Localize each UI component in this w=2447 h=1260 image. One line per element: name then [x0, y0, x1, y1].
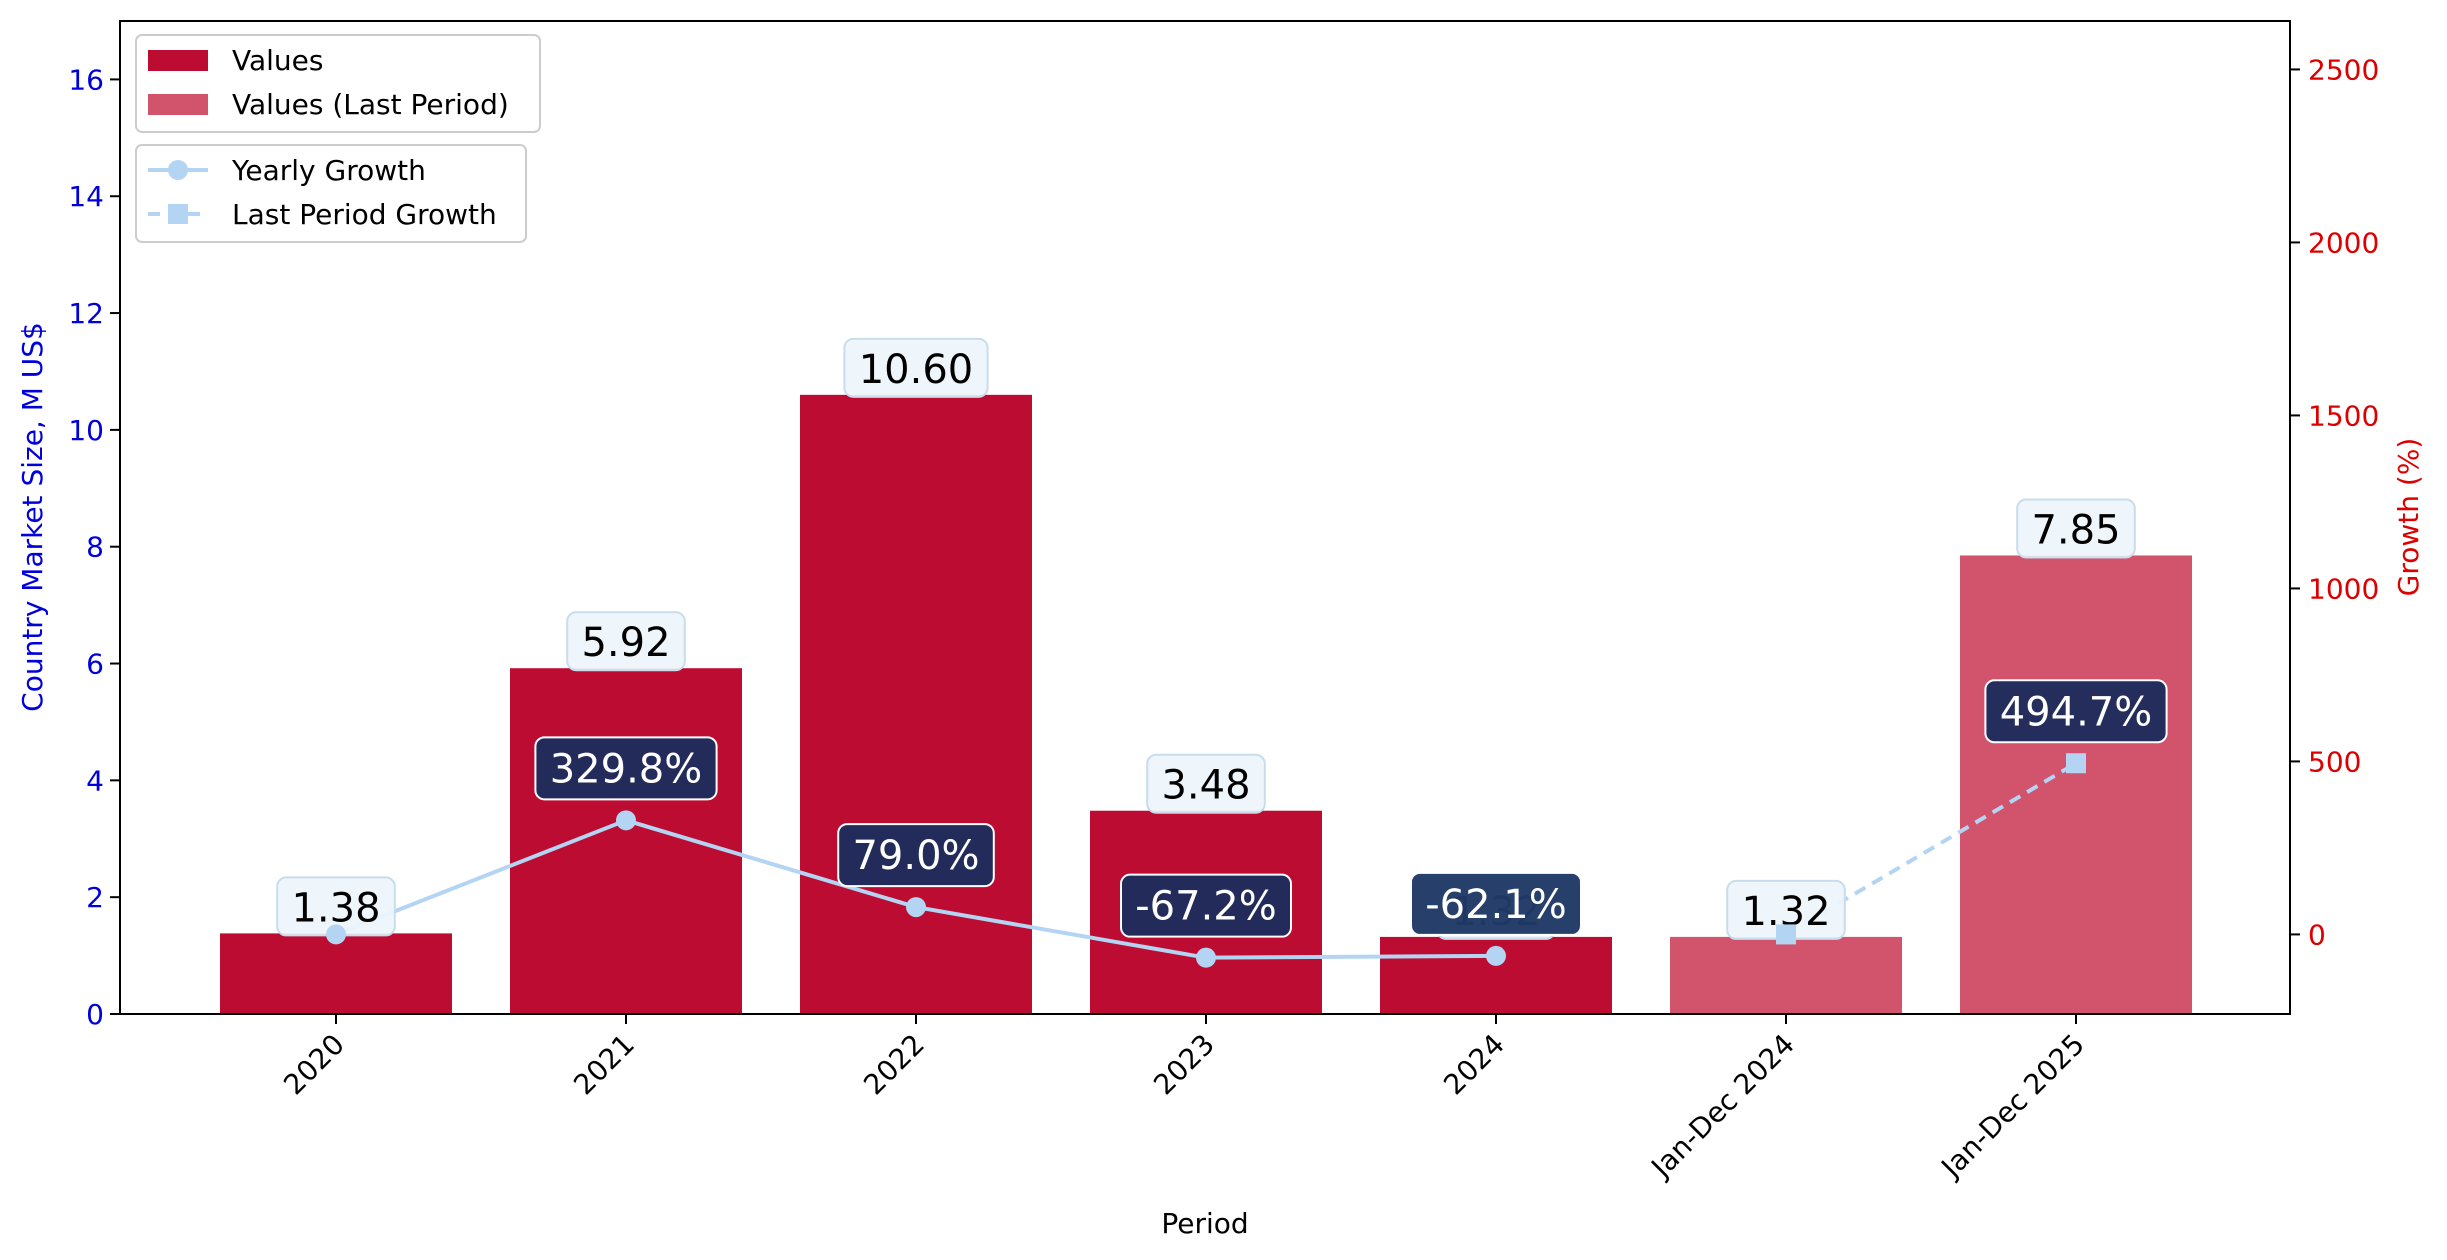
- growth-label-box: [837, 823, 995, 888]
- left-tick-label: 10: [68, 414, 104, 447]
- left-tick-label: 8: [86, 531, 104, 564]
- growth-label-jan-dec-2025: 494.7%: [2000, 689, 2153, 735]
- growth-marker-2021: [616, 810, 636, 831]
- legend-label-values-last-period: Values (Last Period): [232, 88, 509, 121]
- left-tick-label: 16: [68, 63, 104, 96]
- left-tick-label: 2: [86, 881, 104, 914]
- legend-label-yearly-growth: Yearly Growth: [231, 154, 426, 187]
- right-tick-label: 1500: [2308, 399, 2379, 432]
- x-axis-title: Period: [1161, 1207, 1248, 1240]
- last-period-growth-line: [1784, 761, 2078, 937]
- growth-label-2021: 329.8%: [550, 746, 703, 792]
- value-label-2021: 5.92: [581, 620, 670, 666]
- bar-2020: [220, 933, 452, 1014]
- growth-label-2024: -62.1%: [1425, 882, 1567, 928]
- right-y-axis: 0 500 1000 1500 2000 2500: [2290, 53, 2379, 951]
- right-tick-label: 1000: [2308, 572, 2379, 605]
- left-tick-label: 4: [86, 764, 104, 797]
- bar-2021: [510, 668, 742, 1014]
- left-tick-label: 14: [68, 180, 104, 213]
- legend-swatch-values-last-period: [148, 94, 208, 115]
- bar-jan-dec-2024: [1670, 936, 1902, 1014]
- left-y-axis: 0 2 4 6 8 10 12 14 16: [68, 63, 120, 1031]
- left-y-axis-title: Country Market Size, M US$: [16, 322, 49, 712]
- right-tick-label: 0: [2308, 918, 2326, 951]
- legend-marker-last-period-growth: [168, 204, 188, 224]
- value-label-jan-dec-2025: 7.85: [2031, 507, 2120, 553]
- value-label-2023: 3.48: [1161, 763, 1250, 809]
- value-label-2020: 1.38: [291, 885, 380, 931]
- growth-marker-2022: [906, 897, 926, 918]
- legend-lines: Yearly Growth Last Period Growth: [135, 144, 527, 243]
- legend-bars: Values Values (Last Period): [135, 34, 541, 133]
- growth-label-2023: -67.2%: [1135, 884, 1277, 930]
- data-labels-layer: 1.385.9210.603.481.321.327.85329.8%79.0%…: [276, 337, 2168, 968]
- value-label-box: [2016, 498, 2136, 559]
- growth-label-box: [1120, 873, 1292, 938]
- growth-marker-jan-dec-2025: [2066, 753, 2086, 774]
- growth-marker-jan-dec-2024: [1776, 924, 1796, 945]
- legend-box: [135, 144, 527, 243]
- value-label-2022: 10.60: [859, 347, 974, 393]
- right-tick-label: 500: [2308, 745, 2361, 778]
- left-tick-label: 12: [68, 297, 104, 330]
- growth-marker-2020: [326, 924, 346, 945]
- value-label-box: [566, 611, 686, 672]
- growth-marker-2023: [1196, 947, 1216, 968]
- growth-label-box: [534, 736, 718, 801]
- right-y-axis-title: Growth (%): [2392, 438, 2425, 597]
- growth-label-box: [1410, 871, 1582, 936]
- left-tick-label: 0: [86, 998, 104, 1031]
- right-tick-label: 2500: [2308, 53, 2379, 86]
- growth-label-box: [1984, 679, 2168, 744]
- legend-box: [135, 34, 541, 133]
- legend-label-values: Values: [232, 44, 323, 77]
- right-tick-label: 2000: [2308, 226, 2379, 259]
- legend-swatch-values: [148, 50, 208, 71]
- legend-marker-yearly-growth: [168, 160, 188, 180]
- value-label-box: [1146, 753, 1266, 814]
- left-tick-label: 6: [86, 648, 104, 681]
- legend-label-last-period-growth: Last Period Growth: [232, 198, 497, 231]
- bar-jan-dec-2025: [1960, 555, 2192, 1014]
- value-label-box: [843, 337, 989, 398]
- growth-marker-2024: [1486, 945, 1506, 966]
- growth-label-2022: 79.0%: [852, 833, 979, 879]
